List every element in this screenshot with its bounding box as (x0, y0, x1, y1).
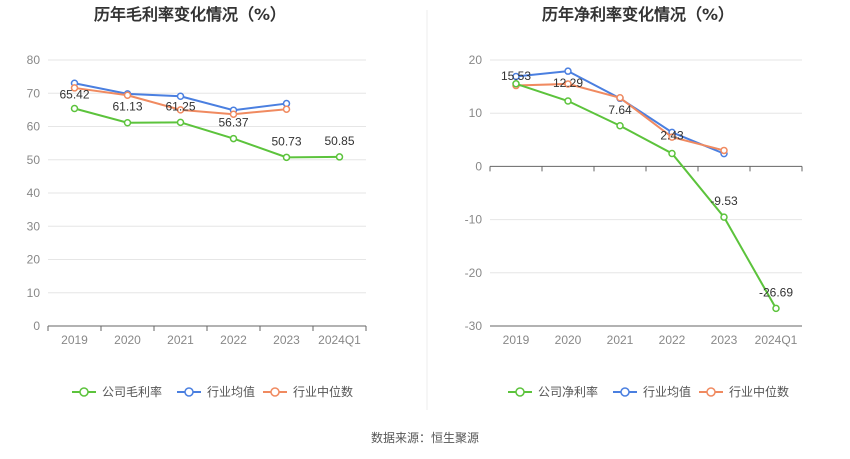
legend-label: 公司净利率 (538, 384, 598, 399)
x-tick-label: 2021 (167, 333, 194, 347)
y-tick-label: 10 (469, 106, 483, 120)
y-tick-label: 40 (27, 186, 41, 200)
series-point (282, 153, 291, 162)
data-label: 2.43 (660, 128, 684, 142)
y-tick-label: 60 (27, 120, 41, 134)
legend-label: 行业中位数 (293, 384, 353, 399)
data-label: 61.25 (165, 99, 195, 113)
x-tick-label: 2020 (555, 333, 582, 347)
series-point (564, 80, 572, 88)
series-point (282, 105, 291, 113)
y-tick-label: 70 (27, 86, 41, 100)
data-label: -26.69 (759, 285, 793, 299)
series-point (229, 110, 238, 118)
net-margin-chart: 历年净利率变化情况（%） -30 -20 -10 0 10 20 2019 2020 2021 2… (465, 5, 803, 399)
legend-label: 公司毛利率 (102, 384, 162, 399)
data-label: 15.53 (501, 69, 531, 83)
data-label: 65.42 (59, 87, 89, 101)
data-label: -9.53 (710, 194, 738, 208)
series-point (70, 104, 79, 113)
y-tick-label: 30 (27, 219, 41, 233)
series-point (772, 304, 780, 313)
series-point (176, 92, 185, 100)
y-tick-label: 10 (27, 286, 41, 300)
series-point (229, 134, 238, 143)
data-label: 50.73 (271, 134, 301, 148)
legend-swatch-marker (79, 387, 89, 397)
data-label: 12.29 (553, 76, 583, 90)
data-label: 7.64 (608, 103, 632, 117)
legend-swatch-marker (270, 387, 280, 397)
series-point (512, 80, 520, 88)
x-tick-label: 2024Q1 (755, 333, 798, 347)
x-tick-label: 2022 (659, 333, 686, 347)
chart-title: 历年净利率变化情况（%） (542, 5, 734, 24)
y-tick-label: 50 (27, 153, 41, 167)
x-tick-label: 2021 (607, 333, 634, 347)
y-tick-label: 0 (33, 319, 40, 333)
legend-label: 行业中位数 (729, 384, 789, 399)
x-tick-label: 2019 (61, 333, 88, 347)
x-tick-label: 2020 (114, 333, 141, 347)
y-tick-label: -30 (465, 319, 483, 333)
series-point (616, 122, 624, 130)
y-tick-label: -20 (465, 266, 483, 280)
legend-label: 行业均值 (207, 384, 255, 399)
legend-swatch-marker (515, 387, 525, 397)
series-line (74, 107, 340, 159)
chart-title: 历年毛利率变化情况（%） (94, 5, 286, 24)
gross-margin-chart: 历年毛利率变化情况（%） 0 10 20 30 40 50 60 70 80 2019 2020 20… (27, 5, 367, 399)
legend-swatch-marker (620, 387, 630, 397)
series-point (564, 67, 572, 75)
y-tick-label: 0 (475, 159, 482, 173)
source-note: 数据来源：恒生聚源 (371, 430, 479, 445)
series-point (176, 106, 185, 114)
x-tick-label: 2022 (220, 333, 247, 347)
legend-swatch-marker (706, 387, 716, 397)
y-tick-label: 20 (27, 253, 41, 267)
data-label: 56.37 (218, 116, 248, 130)
series-point (123, 118, 132, 127)
x-tick-label: 2019 (503, 333, 530, 347)
series-point (123, 91, 132, 99)
series-point (720, 213, 728, 221)
x-tick-label: 2024Q1 (318, 333, 361, 347)
series-point (564, 97, 572, 105)
series-point (668, 133, 676, 141)
data-label: 50.85 (324, 134, 354, 148)
series-point (720, 146, 728, 155)
series-point (616, 94, 624, 102)
x-tick-label: 2023 (711, 333, 738, 347)
y-tick-label: -10 (465, 213, 483, 227)
legend-swatch-marker (184, 387, 194, 397)
data-label: 61.13 (112, 100, 142, 114)
y-tick-label: 80 (27, 53, 41, 67)
series-point (70, 84, 79, 92)
legend-label: 行业均值 (643, 384, 691, 399)
series-point (335, 153, 344, 161)
series-point (668, 149, 676, 158)
series-point (512, 72, 520, 81)
series-point (176, 118, 185, 127)
series-line (515, 82, 777, 309)
y-tick-label: 20 (469, 53, 483, 67)
x-tick-label: 2023 (273, 333, 300, 347)
